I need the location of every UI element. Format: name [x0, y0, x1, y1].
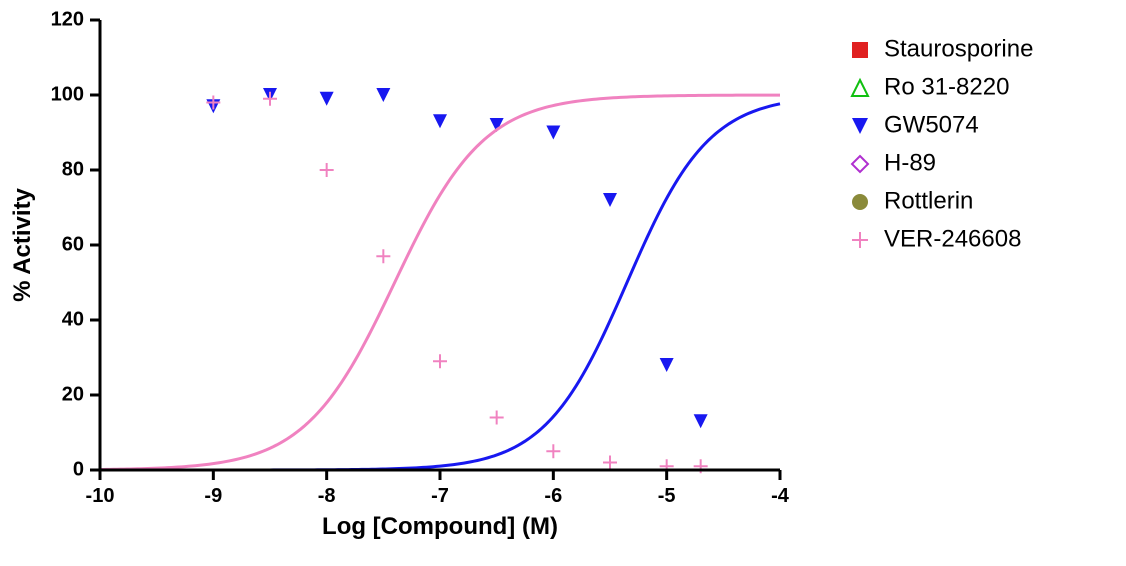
legend-label: Staurosporine — [884, 35, 1033, 62]
legend-label: Ro 31-8220 — [884, 73, 1009, 100]
figure: 0 20 40 60 80 100 120 -10 -9 -8 -7 -6 -5 -4 Log [Compo… — [0, 0, 1126, 566]
y-tick-label: 100 — [51, 83, 84, 105]
legend-label: GW5074 — [884, 111, 979, 138]
chart-svg: 0 20 40 60 80 100 120 -10 -9 -8 -7 -6 -5 -4 Log [Compo… — [0, 0, 1126, 566]
x-tick-label: -4 — [771, 485, 790, 507]
x-tick-label: -9 — [204, 485, 222, 507]
y-tick-label: 40 — [62, 308, 84, 330]
x-tick-label: -5 — [658, 485, 676, 507]
y-tick-label: 0 — [73, 458, 84, 480]
x-tick-label: -8 — [318, 485, 336, 507]
y-tick-label: 20 — [62, 383, 84, 405]
y-axis-label: % Activity — [9, 187, 36, 301]
legend-label: Rottlerin — [884, 187, 973, 214]
y-tick-label: 60 — [62, 233, 84, 255]
y-tick-label: 120 — [51, 8, 84, 30]
legend-label: H-89 — [884, 149, 936, 176]
x-axis-label: Log [Compound] (M) — [322, 513, 558, 540]
x-tick-label: -6 — [544, 485, 562, 507]
x-tick-label: -7 — [431, 485, 449, 507]
x-tick-label: -10 — [86, 485, 115, 507]
y-tick-label: 80 — [62, 158, 84, 180]
legend-label: VER-246608 — [884, 225, 1021, 252]
